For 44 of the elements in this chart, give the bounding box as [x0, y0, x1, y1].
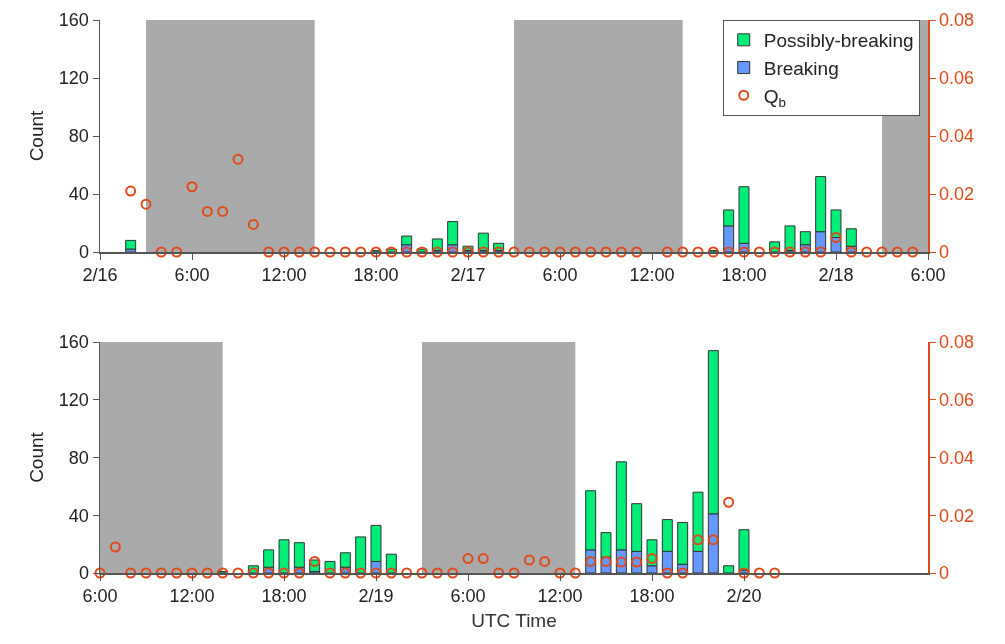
legend-label: Possibly-breaking: [763, 30, 914, 52]
y-tick-label: 120: [58, 390, 89, 411]
x-tick-label: 12:00: [629, 265, 675, 286]
x-tick-label: 6:00: [174, 265, 210, 286]
x-tick-label: 2/16: [82, 265, 118, 286]
y2-tick-label: 0.02: [939, 184, 975, 205]
y2-tick-label: 0: [939, 563, 950, 584]
y2-tick-label: 0: [939, 242, 950, 263]
y-tick-label: 120: [58, 68, 89, 89]
x-tick-label: 6:00: [82, 586, 118, 607]
legend-label: Breaking: [763, 57, 839, 79]
y-tick-label: 0: [78, 563, 89, 584]
x-tick-label: 18:00: [261, 586, 307, 607]
x-tick-label: 2/18: [818, 265, 854, 286]
legend-label: Q$_{b}$: [763, 85, 786, 110]
y-tick-label: 80: [68, 447, 89, 468]
x-tick-label: 6:00: [542, 265, 578, 286]
x-tick-label: 18:00: [353, 265, 399, 286]
x-tick-label: 18:00: [629, 586, 675, 607]
y-tick-label: 80: [68, 126, 89, 147]
x-tick-label: 6:00: [450, 586, 486, 607]
x-tick-label: 12:00: [261, 265, 307, 286]
x-tick-label: 2/17: [450, 265, 486, 286]
x-tick-label: 12:00: [537, 586, 583, 607]
y2-tick-label: 0.08: [939, 332, 975, 353]
x-tick-label: 18:00: [721, 265, 767, 286]
y-tick-label: 40: [68, 505, 89, 526]
y2-tick-label: 0.04: [939, 126, 975, 147]
y-tick-label: 40: [68, 184, 89, 205]
x-tick-label: 6:00: [910, 265, 946, 286]
x-tick-label: 12:00: [169, 586, 215, 607]
y-axis-title: Count: [25, 431, 47, 483]
x-tick-label: 2/19: [358, 586, 394, 607]
y2-tick-label: 0.08: [939, 10, 975, 31]
y2-tick-label: 0.04: [939, 447, 975, 468]
y-axis-title: Count: [25, 109, 47, 162]
x-axis-title: UTC Time: [471, 609, 557, 631]
x-tick-label: 2/20: [726, 586, 762, 607]
y2-tick-label: 0.06: [939, 68, 975, 89]
y-tick-label: 160: [58, 10, 89, 31]
y2-tick-label: 0.02: [939, 505, 975, 526]
y-tick-label: 0: [78, 242, 89, 263]
y2-tick-label: 0.06: [939, 390, 975, 411]
y-tick-label: 160: [58, 332, 89, 353]
